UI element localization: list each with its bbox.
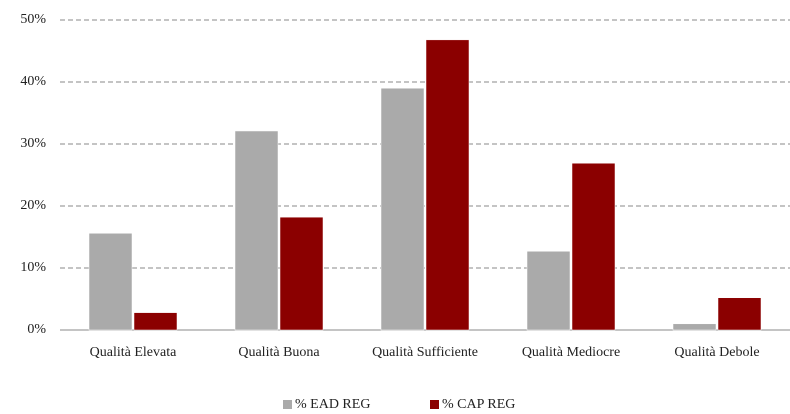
- y-tick-label: 0%: [27, 322, 46, 337]
- bar: [526, 251, 571, 331]
- y-tick-label: 40%: [20, 74, 46, 89]
- bar: [88, 233, 133, 331]
- x-tick-label: Qualità Buona: [238, 345, 320, 360]
- y-tick-label: 30%: [20, 136, 46, 151]
- bar: [133, 312, 178, 331]
- legend-label: % CAP REG: [442, 397, 515, 412]
- bar: [717, 297, 762, 331]
- y-tick-label: 10%: [20, 260, 46, 275]
- bar: [425, 39, 470, 331]
- y-tick-label: 20%: [20, 198, 46, 213]
- bar: [571, 162, 616, 331]
- y-tick-label: 50%: [20, 12, 46, 27]
- x-tick-label: Qualità Debole: [674, 345, 759, 360]
- legend-label: % EAD REG: [295, 397, 370, 412]
- bar: [234, 130, 279, 331]
- x-tick-label: Qualità Sufficiente: [372, 345, 478, 360]
- bar: [672, 323, 717, 331]
- x-tick-label: Qualità Elevata: [90, 345, 177, 360]
- legend-swatch: [283, 400, 292, 409]
- legend-swatch: [430, 400, 439, 409]
- bar: [380, 87, 425, 331]
- bar: [279, 216, 324, 331]
- x-tick-label: Qualità Mediocre: [522, 345, 620, 360]
